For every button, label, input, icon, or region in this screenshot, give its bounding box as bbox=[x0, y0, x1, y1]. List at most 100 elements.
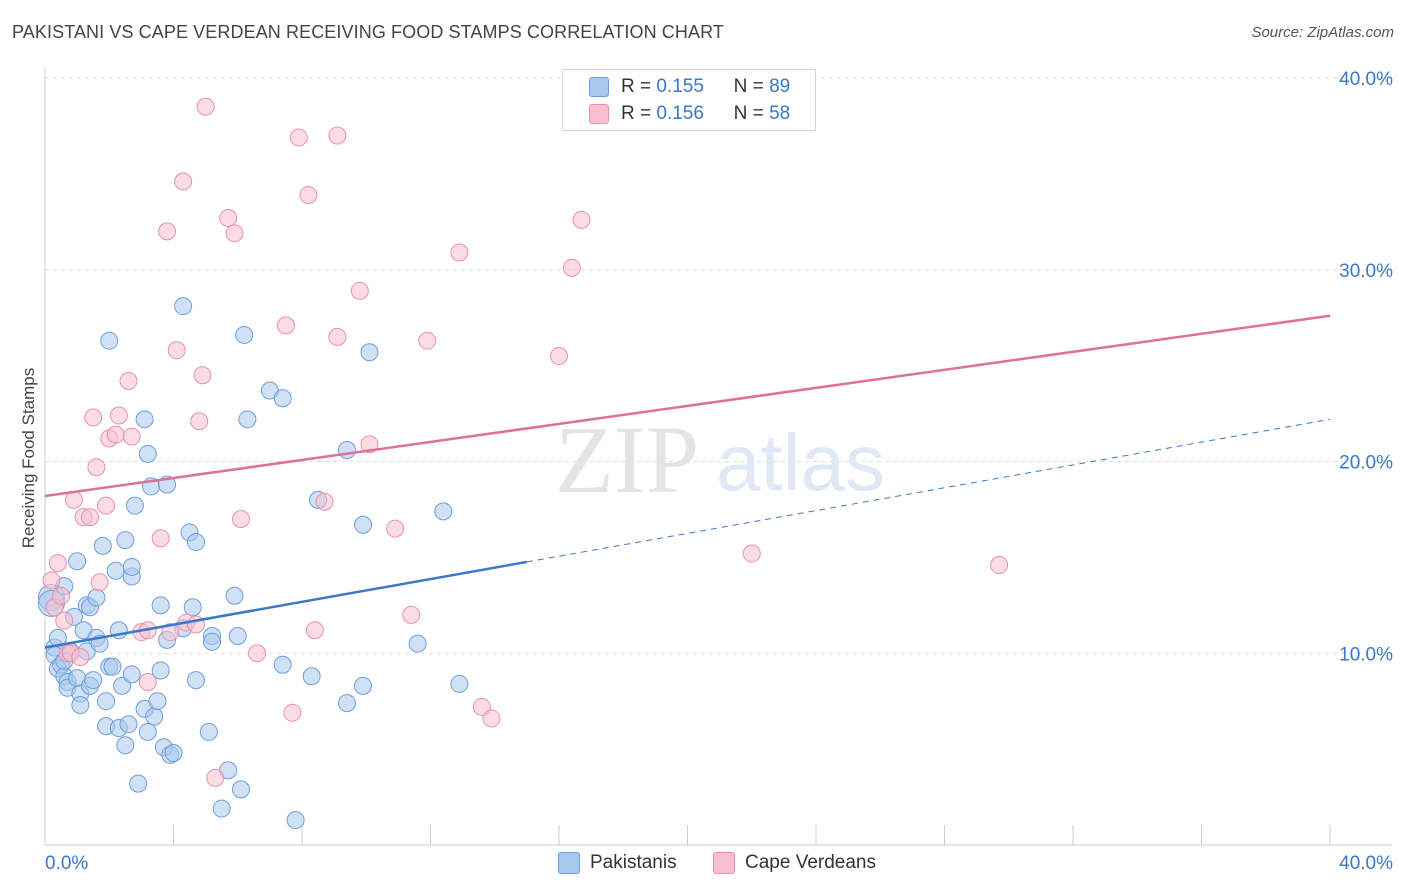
pakistani-point bbox=[116, 736, 135, 755]
cape-verdean-point bbox=[151, 529, 170, 548]
pakistani-point bbox=[68, 552, 87, 571]
pakistani-point bbox=[302, 667, 321, 686]
pakistani-point bbox=[228, 626, 247, 645]
cape-verdean-point bbox=[289, 128, 308, 147]
bottom-legend-label-cape-verdeans: Cape Verdeans bbox=[745, 852, 876, 873]
cape-verdean-point bbox=[87, 458, 106, 477]
legend-r-value: 0.156 bbox=[656, 103, 704, 124]
cape-verdean-point bbox=[482, 709, 501, 728]
bottom-legend-swatch-cape-verdeans bbox=[713, 852, 735, 874]
pakistani-point bbox=[273, 655, 292, 674]
cape-verdean-point bbox=[52, 586, 71, 605]
pakistani-point bbox=[408, 634, 427, 653]
cape-verdean-point bbox=[350, 281, 369, 300]
pakistani-point bbox=[138, 444, 157, 463]
cape-verdean-point bbox=[190, 412, 209, 431]
cape-verdean-point bbox=[158, 222, 177, 241]
pakistani-point bbox=[100, 331, 119, 350]
pakistani-point bbox=[212, 799, 231, 818]
cape-verdean-point bbox=[122, 427, 141, 446]
pakistani-point bbox=[87, 588, 106, 607]
pakistani-point bbox=[183, 598, 202, 617]
cape-verdean-point bbox=[90, 573, 109, 592]
cape-verdean-point bbox=[167, 341, 186, 360]
legend-swatch-pakistanis bbox=[589, 77, 609, 97]
cape-verdean-point bbox=[305, 621, 324, 640]
legend-n-label: N = bbox=[733, 76, 764, 97]
pakistani-point bbox=[113, 676, 132, 695]
cape-verdean-point bbox=[119, 371, 138, 390]
pakistani-point bbox=[145, 707, 164, 726]
pakistani-point bbox=[148, 692, 167, 711]
pakistani-trend-line bbox=[44, 560, 528, 649]
source-label: Source: ZipAtlas.com bbox=[1251, 24, 1394, 41]
cape-verdean-point bbox=[299, 185, 318, 204]
cape-verdean-point bbox=[562, 258, 581, 277]
pakistani-point bbox=[238, 410, 257, 429]
pakistani-point bbox=[203, 632, 222, 651]
legend-r-value: 0.155 bbox=[656, 76, 704, 97]
pakistani-point bbox=[122, 557, 141, 576]
cape-verdean-point bbox=[450, 243, 469, 262]
pakistani-point bbox=[286, 811, 305, 830]
pakistani-point bbox=[129, 774, 148, 793]
cape-verdean-point bbox=[248, 644, 267, 663]
cape-verdean-point bbox=[48, 554, 67, 573]
cape-verdean-point bbox=[550, 347, 568, 366]
pakistani-point bbox=[71, 696, 90, 715]
pakistani-point bbox=[231, 780, 250, 799]
cape-verdean-point bbox=[328, 327, 347, 346]
x-tick-label: 40.0% bbox=[1339, 853, 1393, 874]
cape-verdean-point bbox=[225, 224, 244, 243]
legend-n-value: 58 bbox=[769, 103, 791, 124]
pakistani-point bbox=[225, 586, 244, 605]
cape-verdean-point bbox=[42, 571, 61, 590]
cape-verdean-point bbox=[219, 208, 238, 227]
y-tick-label: 40.0% bbox=[1339, 69, 1393, 90]
cape-verdean-point bbox=[106, 425, 125, 444]
cape-verdean-point bbox=[276, 316, 295, 335]
cape-verdean-point bbox=[328, 126, 347, 145]
pakistani-point bbox=[151, 661, 170, 680]
pakistani-point bbox=[360, 343, 379, 362]
pakistani-point bbox=[186, 533, 205, 552]
pakistani-point bbox=[135, 410, 154, 429]
y-tick-label: 20.0% bbox=[1339, 453, 1393, 474]
pakistani-point bbox=[97, 692, 116, 711]
watermark-atlas: atlas bbox=[716, 418, 885, 507]
pakistani-point bbox=[103, 657, 122, 676]
cape-verdean-point bbox=[80, 508, 99, 527]
legend-r-label: R = bbox=[621, 76, 652, 97]
cape-verdean-point bbox=[283, 703, 302, 722]
cape-verdean-point bbox=[84, 408, 103, 427]
cape-verdean-point bbox=[109, 406, 128, 425]
pakistani-point bbox=[337, 694, 356, 713]
pakistani-trend-line-extension bbox=[526, 418, 1331, 563]
legend-row-cape-verdeans: R = 0.156 N = 58 bbox=[589, 102, 790, 126]
cape-verdean-point bbox=[386, 519, 405, 538]
cape-verdean-point bbox=[572, 210, 591, 229]
pakistani-point bbox=[116, 531, 135, 550]
pakistani-point bbox=[106, 561, 125, 580]
y-tick-label: 30.0% bbox=[1339, 261, 1393, 282]
pakistani-point bbox=[151, 596, 170, 615]
pakistani-point bbox=[199, 722, 218, 741]
cape-verdean-point bbox=[206, 768, 225, 787]
bottom-legend-label-pakistanis: Pakistanis bbox=[590, 852, 677, 873]
cape-verdean-point bbox=[193, 366, 212, 385]
cape-verdean-point bbox=[402, 605, 421, 624]
pakistani-point bbox=[138, 722, 157, 741]
pakistani-point bbox=[337, 440, 356, 459]
pakistani-point bbox=[450, 674, 469, 693]
cape-verdean-point bbox=[472, 697, 491, 716]
legend-swatch-cape-verdeans bbox=[589, 104, 609, 124]
cape-verdean-point bbox=[360, 435, 379, 454]
pakistani-point bbox=[354, 676, 373, 695]
pakistani-point bbox=[164, 743, 183, 762]
legend-r-label: R = bbox=[621, 103, 652, 124]
cape-verdean-trend-line bbox=[44, 314, 1331, 498]
pakistani-point bbox=[186, 671, 205, 690]
x-tick-label: 0.0% bbox=[45, 853, 88, 874]
cape-verdean-point bbox=[418, 331, 437, 350]
